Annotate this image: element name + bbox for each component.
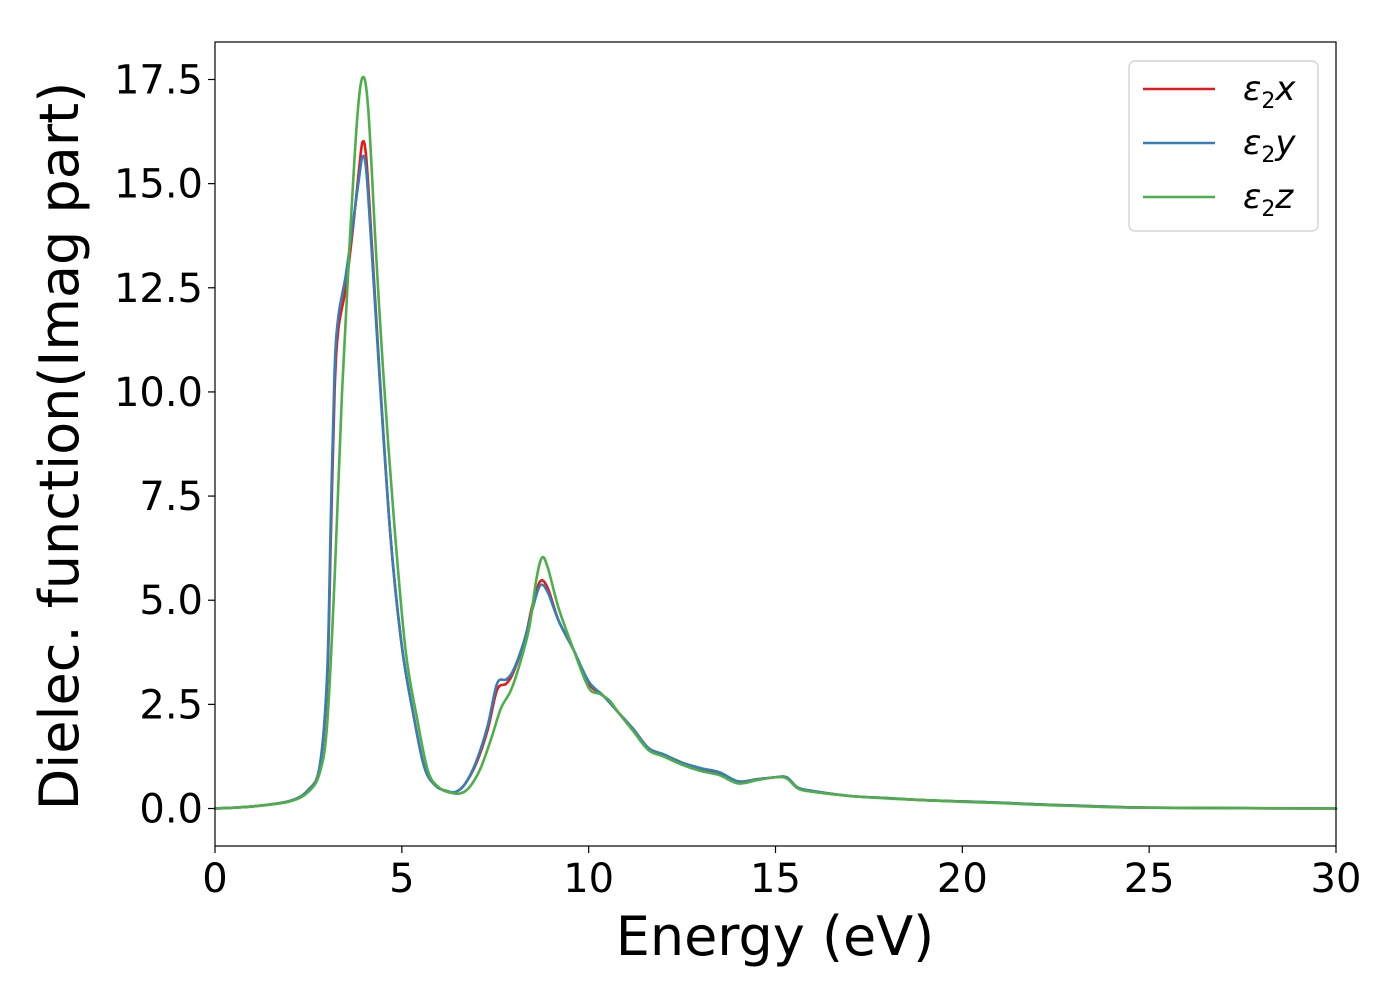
- y-tick-label: 0.0: [139, 787, 203, 833]
- legend-label-3: ε2z: [1243, 177, 1294, 222]
- y-tick-label: 17.5: [114, 57, 203, 103]
- legend-box: [1128, 60, 1319, 232]
- series-line-3: [213, 75, 1338, 810]
- y-tick-label: 5.0: [139, 578, 203, 624]
- x-axis-label: Energy (eV): [616, 905, 935, 968]
- y-tick-label: 15.0: [114, 162, 203, 208]
- x-tick-label: 20: [937, 856, 988, 902]
- x-tick-label: 30: [1311, 856, 1362, 902]
- y-tick-label: 12.5: [114, 266, 203, 312]
- y-tick-label: 7.5: [139, 474, 203, 520]
- series-layer: [213, 75, 1338, 810]
- y-tick-label: 2.5: [139, 682, 203, 728]
- legend-label-1: ε2x: [1243, 69, 1296, 114]
- x-tick-label: 0: [202, 856, 227, 902]
- legend-label-2: ε2y: [1243, 123, 1296, 168]
- y-tick-label: 10.0: [114, 370, 203, 416]
- y-axis-label: Dielec. function(Imag part): [28, 82, 91, 811]
- x-tick-label: 15: [750, 856, 801, 902]
- x-tick-label: 10: [563, 856, 614, 902]
- x-axis-ticks: 0 5 10 15 20 25 30: [202, 846, 1361, 902]
- y-axis-ticks: 0.0 2.5 5.0 7.5 10.0 12.5 15.0 17.5: [114, 57, 215, 833]
- x-tick-label: 5: [389, 856, 414, 902]
- legend: ε2x ε2y ε2z: [1128, 60, 1319, 232]
- x-tick-label: 25: [1124, 856, 1175, 902]
